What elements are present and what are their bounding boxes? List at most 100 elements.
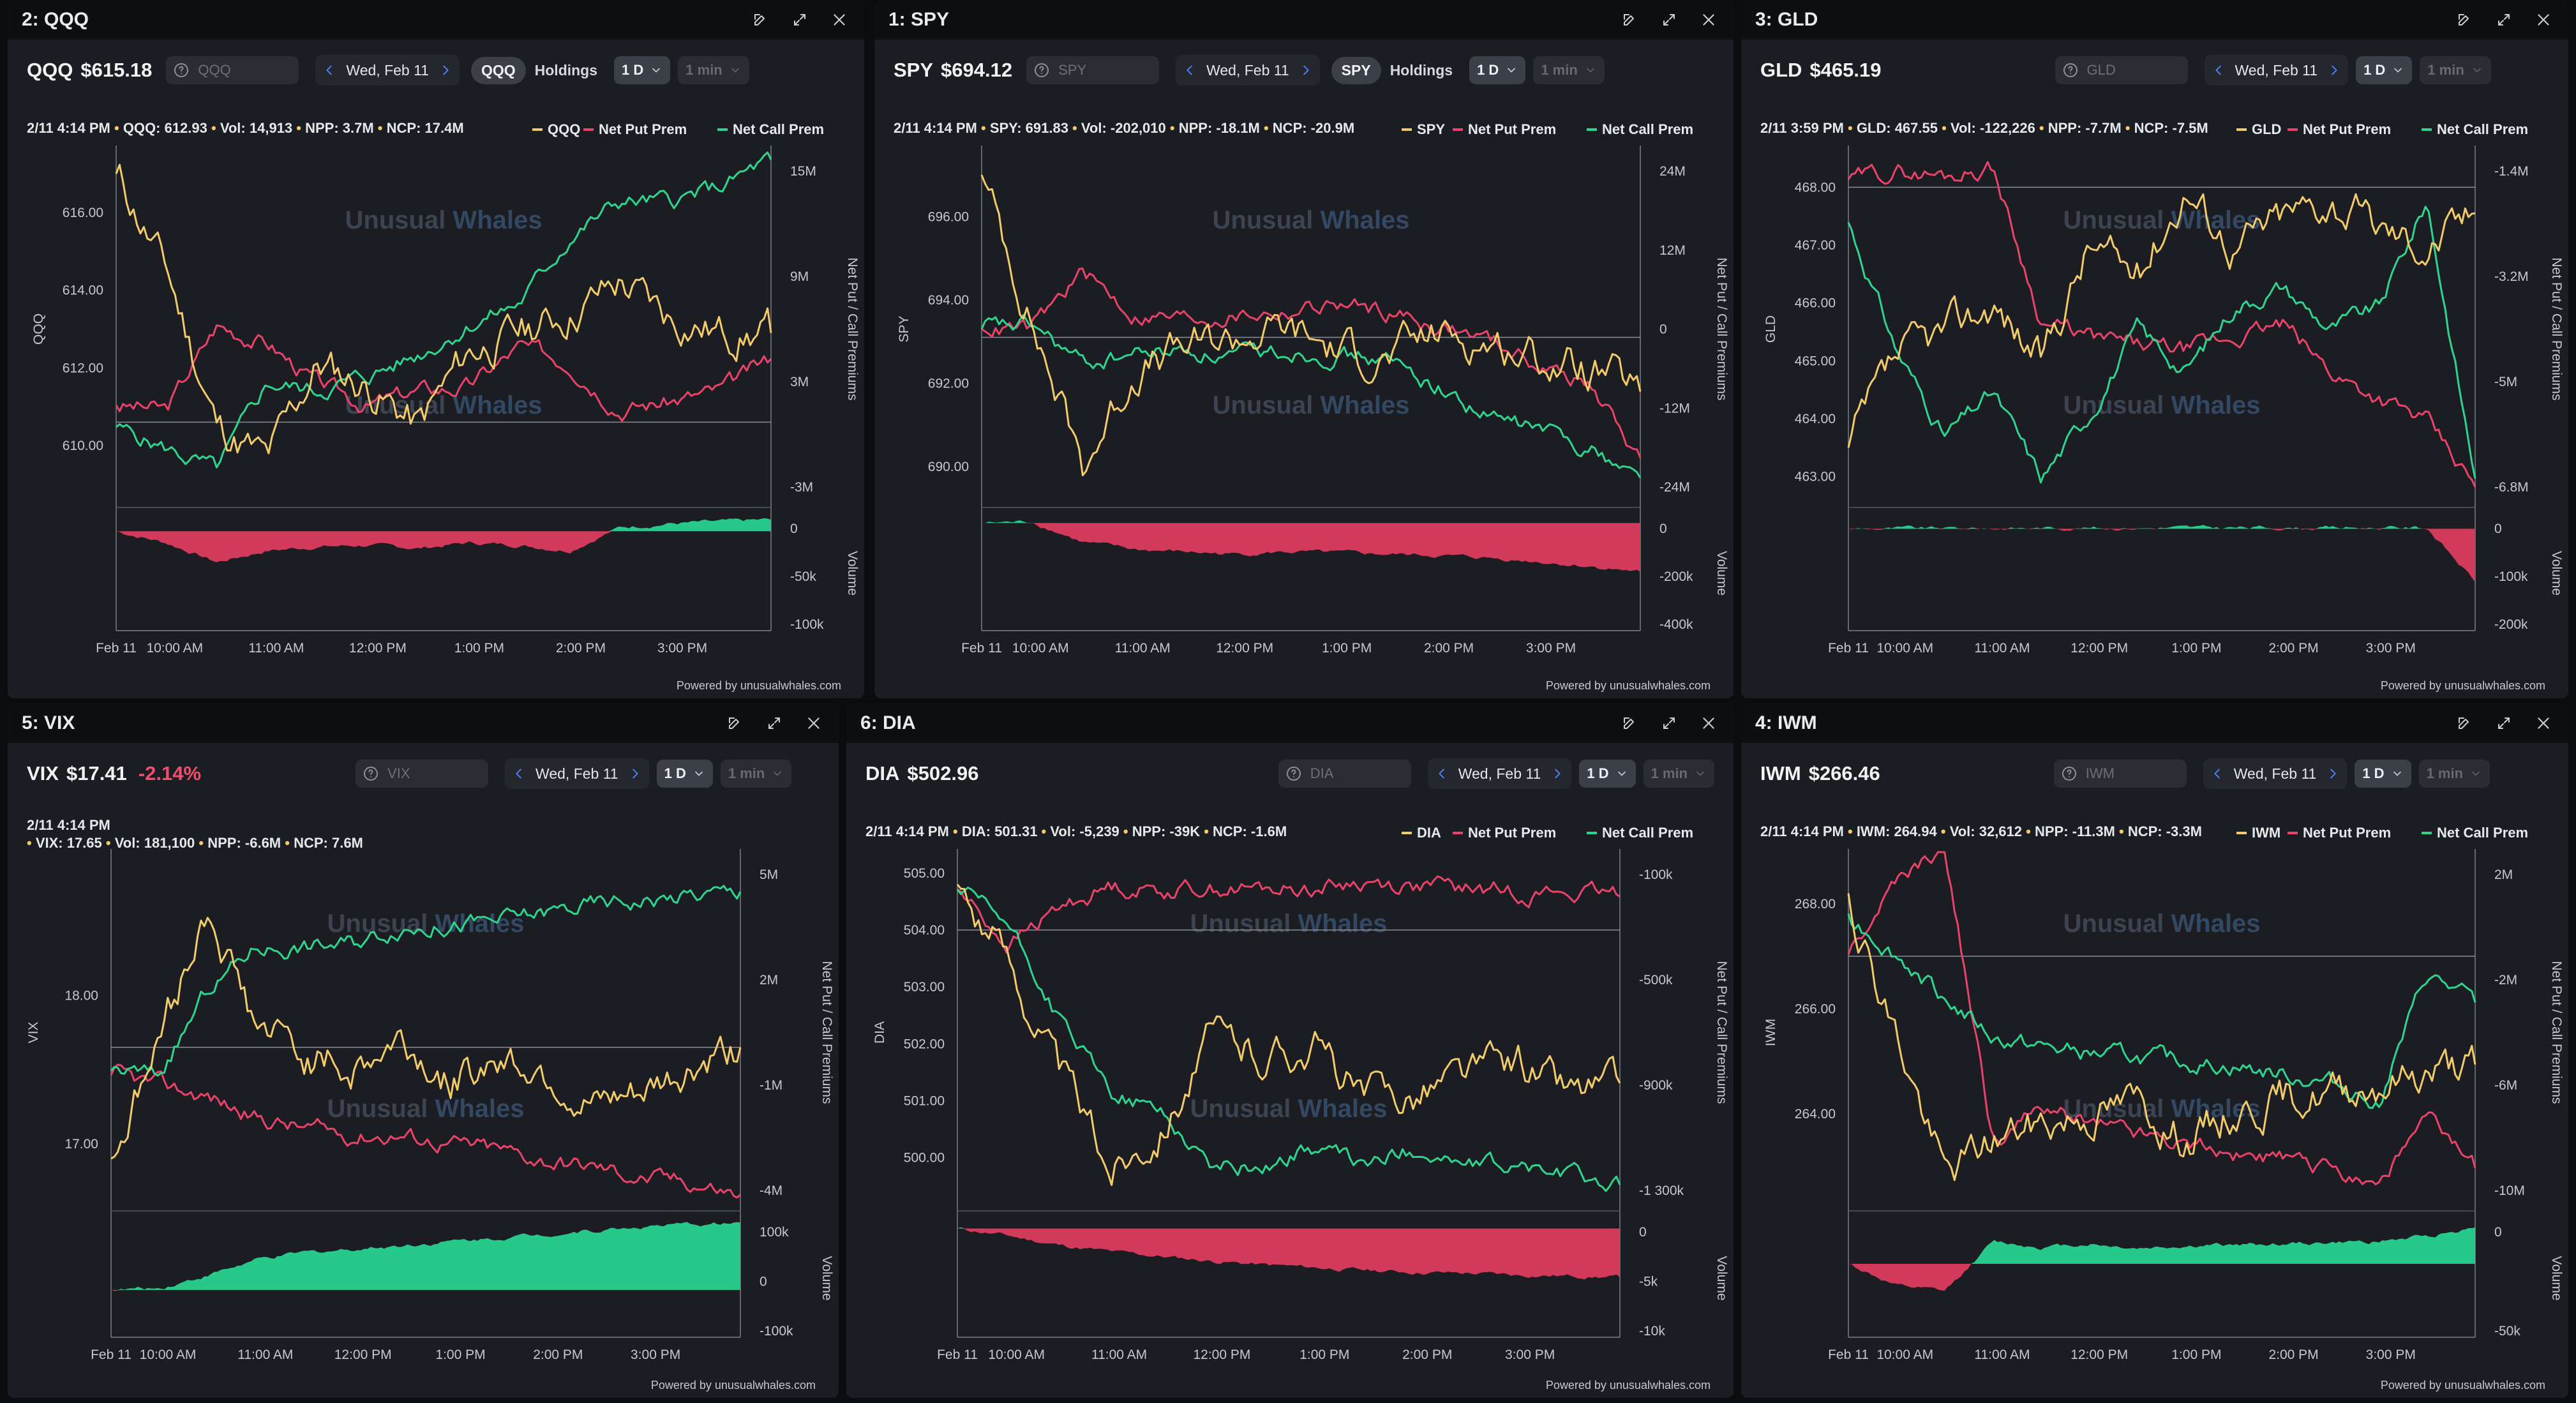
close-icon [805, 715, 822, 732]
powered-by-link[interactable]: Powered by unusualwhales.com [651, 1379, 816, 1392]
tab-holdings[interactable]: Holdings [534, 61, 598, 79]
powered-by-link[interactable]: Powered by unusualwhales.com [1546, 1379, 1711, 1392]
prev-day-button[interactable] [320, 57, 338, 83]
close-button[interactable] [828, 9, 850, 31]
ticker-search-input[interactable]: IWM [2053, 760, 2187, 788]
legend-label: Net Put Prem [2303, 825, 2391, 841]
interval-select[interactable]: 1 min [2420, 56, 2491, 84]
info-time: 2/11 4:14 PM [27, 817, 110, 833]
edit-button[interactable] [724, 712, 745, 734]
range-select[interactable]: 1 D [656, 760, 713, 788]
close-button[interactable] [1698, 9, 1719, 31]
net-put-premium-line [1847, 851, 2476, 1185]
range-select[interactable]: 1 D [1469, 56, 1526, 84]
x-tick-label: Feb 11 [96, 641, 137, 656]
next-day-button[interactable] [1548, 761, 1566, 786]
expand-icon [2496, 716, 2512, 731]
close-button[interactable] [2533, 712, 2554, 734]
prev-day-button[interactable] [1433, 761, 1451, 786]
expand-button[interactable] [789, 9, 811, 31]
edit-button[interactable] [2453, 712, 2475, 734]
x-tick-label: 11:00 AM [248, 641, 304, 656]
prev-day-button[interactable] [510, 761, 528, 786]
panel-header: 1: SPY [874, 0, 1734, 40]
interval-select[interactable]: 1 min [2418, 760, 2490, 788]
tab-ticker[interactable]: QQQ [470, 56, 526, 84]
range-select[interactable]: 1 D [2356, 56, 2413, 84]
expand-button[interactable] [1658, 712, 1680, 734]
date-label[interactable]: Wed, Feb 11 [2235, 61, 2318, 79]
legend-label: Net Call Prem [2437, 825, 2528, 841]
next-day-button[interactable] [1297, 57, 1315, 83]
ticker-search-input[interactable]: GLD [2055, 56, 2188, 84]
powered-by-link[interactable]: Powered by unusualwhales.com [1546, 679, 1711, 692]
x-tick-label: 12:00 PM [2071, 1347, 2128, 1362]
expand-button[interactable] [763, 712, 785, 734]
search-placeholder: VIX [387, 765, 410, 781]
expand-button[interactable] [1658, 9, 1680, 31]
date-label[interactable]: Wed, Feb 11 [1458, 765, 1541, 782]
tab-ticker[interactable]: SPY [1331, 56, 1381, 84]
next-day-button[interactable] [2324, 761, 2342, 786]
y-tick-label: 690.00 [928, 460, 969, 474]
powered-by-link[interactable]: Powered by unusualwhales.com [2381, 679, 2545, 692]
chart-panel-gld: 3: GLD GLD $465.19 GLD Wed, Feb 11 1 D 1 min 2/… [1741, 0, 2568, 698]
interval-select[interactable]: 1 min [678, 56, 749, 84]
search-placeholder: GLD [2086, 62, 2116, 78]
date-label[interactable]: Wed, Feb 11 [535, 765, 618, 782]
chevron-down-icon [2463, 767, 2482, 780]
next-day-button[interactable] [437, 57, 454, 83]
edit-button[interactable] [2453, 9, 2475, 31]
y-tick-label: 501.00 [904, 1094, 945, 1109]
range-select[interactable]: 1 D [1579, 760, 1636, 788]
next-day-button[interactable] [2325, 57, 2343, 83]
x-tick-label: 1:00 PM [1322, 641, 1372, 656]
interval-select[interactable]: 1 min [1643, 760, 1714, 788]
prev-day-button[interactable] [2210, 57, 2228, 83]
tab-holdings[interactable]: Holdings [1389, 61, 1453, 79]
expand-button[interactable] [2493, 9, 2515, 31]
volume-tick-label: 0 [2494, 521, 2502, 536]
close-button[interactable] [2533, 9, 2554, 31]
date-label[interactable]: Wed, Feb 11 [346, 61, 429, 79]
volume-negative-area [1848, 1264, 2475, 1291]
interval-select[interactable]: 1 min [1533, 56, 1605, 84]
ticker-search-input[interactable]: DIA [1278, 760, 1411, 788]
close-button[interactable] [803, 712, 825, 734]
prev-day-button[interactable] [1181, 57, 1199, 83]
close-icon [1700, 11, 1717, 28]
ticker-search-input[interactable]: SPY [1026, 56, 1160, 84]
x-tick-label: 2:00 PM [1424, 641, 1474, 656]
range-select[interactable]: 1 D [614, 56, 671, 84]
prev-day-button[interactable] [2208, 761, 2226, 786]
close-icon [2535, 715, 2552, 732]
x-tick-label: 10:00 AM [1876, 641, 1933, 656]
close-button[interactable] [1698, 712, 1719, 734]
range-select[interactable]: 1 D [2355, 760, 2411, 788]
range-value: 1 D [664, 765, 686, 781]
powered-by-link[interactable]: Powered by unusualwhales.com [2381, 1379, 2545, 1392]
net-put-premium-line [957, 875, 1621, 954]
date-label[interactable]: Wed, Feb 11 [2233, 765, 2317, 782]
ticker-toolbar: DIA $502.96 DIA Wed, Feb 11 1 D 1 min [846, 743, 1734, 804]
ticker-search-input[interactable]: QQQ [166, 56, 299, 84]
edit-button[interactable] [1619, 712, 1640, 734]
search-placeholder: QQQ [198, 62, 231, 78]
info-value: SPY: 691.83 [990, 120, 1068, 136]
y-tick-label: 264.00 [1795, 1107, 1836, 1122]
help-circle-icon [2062, 766, 2077, 781]
x-tick-label: 1:00 PM [2171, 641, 2221, 656]
date-label[interactable]: Wed, Feb 11 [1206, 61, 1289, 79]
chevron-down-icon [2385, 64, 2404, 77]
edit-button[interactable] [749, 9, 771, 31]
expand-button[interactable] [2493, 712, 2515, 734]
interval-select[interactable]: 1 min [720, 760, 792, 788]
volume-tick-label: 0 [2494, 1225, 2502, 1240]
watermark: Unusual Whales [345, 391, 543, 419]
next-day-button[interactable] [626, 761, 644, 786]
powered-by-link[interactable]: Powered by unusualwhales.com [677, 679, 841, 692]
edit-button[interactable] [1619, 9, 1640, 31]
info-value: Vol: -5,239 [1050, 823, 1119, 839]
ticker-search-input[interactable]: VIX [356, 760, 489, 788]
volume-positive-area [957, 1227, 1620, 1229]
